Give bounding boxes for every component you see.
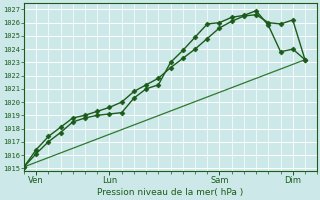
X-axis label: Pression niveau de la mer( hPa ): Pression niveau de la mer( hPa ): [98, 188, 244, 197]
